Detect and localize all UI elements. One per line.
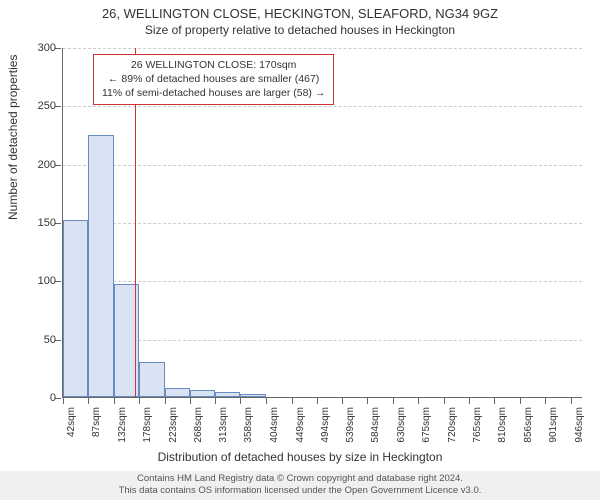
x-axis-title: Distribution of detached houses by size …	[0, 450, 600, 464]
y-tick-label: 100	[16, 275, 56, 287]
x-tick	[114, 398, 115, 404]
y-tick-label: 0	[16, 392, 56, 404]
x-tick	[139, 398, 140, 404]
y-tick-label: 200	[16, 159, 56, 171]
x-tick	[469, 398, 470, 404]
annotation-line: ← 89% of detached houses are smaller (46…	[102, 72, 325, 86]
histogram-bar	[88, 135, 113, 398]
x-tick	[240, 398, 241, 404]
x-tick	[165, 398, 166, 404]
x-tick	[571, 398, 572, 404]
annotation-box: 26 WELLINGTON CLOSE: 170sqm← 89% of deta…	[93, 54, 334, 105]
histogram-bar	[215, 392, 240, 397]
histogram-bar	[165, 388, 190, 397]
chart-container: 26, WELLINGTON CLOSE, HECKINGTON, SLEAFO…	[0, 0, 600, 500]
plot-area: 05010015020025030042sqm87sqm132sqm178sqm…	[62, 48, 582, 398]
x-tick	[266, 398, 267, 404]
plot-area-wrap: 05010015020025030042sqm87sqm132sqm178sqm…	[62, 48, 582, 398]
x-tick	[545, 398, 546, 404]
footer-line-2: This data contains OS information licens…	[8, 485, 592, 497]
footer-line-1: Contains HM Land Registry data © Crown c…	[8, 473, 592, 485]
chart-title: 26, WELLINGTON CLOSE, HECKINGTON, SLEAFO…	[0, 0, 600, 21]
histogram-bar	[190, 390, 215, 397]
x-tick	[393, 398, 394, 404]
y-tick-label: 300	[16, 42, 56, 54]
x-tick	[190, 398, 191, 404]
gridline	[63, 106, 582, 107]
annotation-line: 11% of semi-detached houses are larger (…	[102, 86, 325, 100]
x-tick	[292, 398, 293, 404]
x-tick	[520, 398, 521, 404]
gridline	[63, 165, 582, 166]
y-axis-title: Number of detached properties	[6, 55, 20, 220]
x-tick	[367, 398, 368, 404]
chart-subtitle: Size of property relative to detached ho…	[0, 21, 600, 37]
gridline	[63, 281, 582, 282]
footer: Contains HM Land Registry data © Crown c…	[0, 471, 600, 500]
x-tick	[342, 398, 343, 404]
x-tick	[418, 398, 419, 404]
histogram-bar	[139, 362, 164, 397]
gridline	[63, 48, 582, 49]
y-tick-label: 50	[16, 334, 56, 346]
histogram-bar	[63, 220, 88, 397]
histogram-bar	[240, 394, 266, 398]
x-tick	[444, 398, 445, 404]
x-tick	[215, 398, 216, 404]
y-tick-label: 150	[16, 217, 56, 229]
x-tick	[317, 398, 318, 404]
annotation-line: 26 WELLINGTON CLOSE: 170sqm	[102, 58, 325, 72]
gridline	[63, 223, 582, 224]
y-tick-label: 250	[16, 100, 56, 112]
x-tick	[63, 398, 64, 404]
gridline	[63, 340, 582, 341]
x-tick	[494, 398, 495, 404]
x-tick	[88, 398, 89, 404]
